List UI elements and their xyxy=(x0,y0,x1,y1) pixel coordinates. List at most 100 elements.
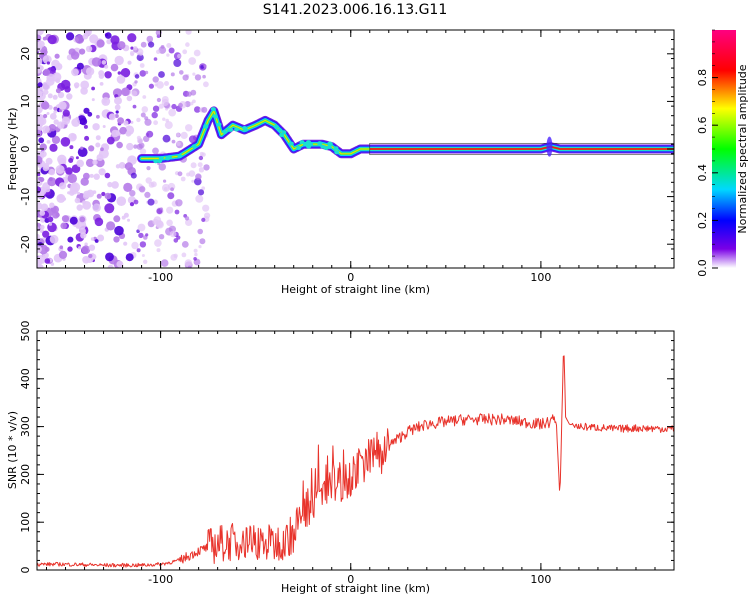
noise-speckle xyxy=(200,65,205,69)
ridge-blob xyxy=(333,146,339,151)
noise-speckle xyxy=(42,55,52,64)
noise-speckle xyxy=(99,82,104,86)
noise-speckle xyxy=(62,109,70,117)
noise-speckle xyxy=(46,140,51,144)
noise-speckle xyxy=(173,253,178,258)
x-tick-label: -100 xyxy=(148,271,173,284)
noise-speckle xyxy=(38,264,44,268)
ridge-blob xyxy=(212,114,218,119)
ridge-blob xyxy=(320,144,326,149)
noise-speckle xyxy=(66,93,73,100)
noise-speckle xyxy=(39,143,47,151)
ridge-outline xyxy=(369,142,674,156)
snr-ylabel: SNR (10 * v/v) xyxy=(6,411,19,489)
noise-speckle xyxy=(185,42,190,47)
noise-speckle xyxy=(136,117,141,123)
noise-speckle xyxy=(189,101,194,106)
noise-speckle xyxy=(58,101,67,110)
ridge-blob xyxy=(296,146,302,150)
noise-speckle xyxy=(113,215,121,223)
noise-speckle xyxy=(104,203,115,214)
noise-speckle xyxy=(104,71,112,79)
noise-speckle xyxy=(88,244,96,251)
noise-speckle xyxy=(125,253,134,262)
noise-speckle xyxy=(41,101,50,110)
noise-speckle xyxy=(46,61,51,65)
noise-speckle xyxy=(140,112,146,118)
noise-speckle xyxy=(119,126,127,135)
noise-speckle xyxy=(37,33,42,43)
noise-speckle xyxy=(194,74,202,81)
noise-speckle xyxy=(37,57,43,66)
noise-speckle xyxy=(129,190,136,197)
colorbar-ticks: 0.0 0.2 0.4 0.6 0.8 xyxy=(696,29,718,277)
noise-speckle xyxy=(48,124,57,132)
ridge-blob xyxy=(299,140,305,145)
noise-speckle xyxy=(202,204,210,212)
noise-speckle xyxy=(69,216,78,225)
noise-speckle xyxy=(131,241,139,250)
ridge-blob xyxy=(191,144,197,149)
noise-speckle xyxy=(93,173,100,180)
ridge-blob xyxy=(279,133,285,138)
noise-speckle xyxy=(108,113,116,121)
noise-speckle xyxy=(194,252,198,257)
noise-speckle xyxy=(44,186,51,193)
noise-speckle xyxy=(97,234,105,242)
noise-speckle xyxy=(156,81,164,89)
noise-speckle xyxy=(164,81,169,86)
noise-speckle xyxy=(176,133,180,137)
noise-speckle xyxy=(166,43,172,48)
noise-speckle xyxy=(53,110,57,114)
noise-speckle xyxy=(84,242,88,246)
y-tick-label: -20 xyxy=(19,235,32,253)
noise-speckle xyxy=(131,90,138,97)
noise-speckle xyxy=(46,112,50,115)
noise-speckle xyxy=(38,176,42,181)
noise-speckle xyxy=(133,46,138,51)
snr-plot-area xyxy=(37,355,674,568)
noise-speckle xyxy=(67,236,74,243)
noise-speckle xyxy=(110,63,119,72)
noise-speckle xyxy=(98,73,105,79)
noise-speckle xyxy=(65,167,73,175)
noise-speckle xyxy=(170,187,175,192)
noise-speckle xyxy=(156,223,161,228)
noise-speckle xyxy=(37,30,44,36)
ridge-blob xyxy=(242,126,248,130)
ridge-blob xyxy=(307,142,313,147)
noise-speckle xyxy=(42,36,47,41)
noise-speckle xyxy=(166,206,174,214)
noise-speckle xyxy=(168,47,175,54)
noise-speckle xyxy=(180,131,188,139)
noise-speckle xyxy=(60,222,67,230)
noise-speckle xyxy=(181,241,189,248)
noise-speckle xyxy=(117,71,122,75)
noise-speckle xyxy=(167,192,175,200)
noise-speckle xyxy=(171,103,177,110)
noise-speckle xyxy=(81,245,91,254)
noise-speckle xyxy=(136,53,144,62)
noise-speckle xyxy=(115,110,119,114)
noise-speckle xyxy=(162,134,171,143)
noise-speckle xyxy=(129,50,135,56)
noise-speckle xyxy=(197,228,203,235)
noise-speckle xyxy=(48,222,53,226)
noise-speckle xyxy=(166,53,170,57)
ridge-blob xyxy=(177,154,183,159)
burst xyxy=(546,136,553,157)
noise-speckle xyxy=(75,224,80,229)
x-tick-label: -100 xyxy=(148,573,173,586)
noise-speckle xyxy=(57,121,65,129)
noise-speckle xyxy=(191,179,195,183)
noise-speckle xyxy=(53,106,58,111)
noise-speckle xyxy=(85,158,95,168)
noise-speckle xyxy=(193,257,197,261)
noise-speckle xyxy=(169,230,177,238)
noise-speckle xyxy=(152,105,160,112)
noise-speckle xyxy=(37,155,43,165)
noise-speckle xyxy=(141,106,149,113)
y-tick-label: 0 xyxy=(19,146,32,153)
noise-speckle xyxy=(168,108,177,117)
noise-speckle xyxy=(146,130,154,138)
